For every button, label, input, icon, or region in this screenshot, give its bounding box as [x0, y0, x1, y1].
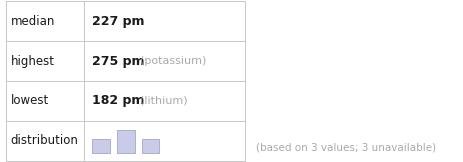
Text: 227 pm: 227 pm — [92, 15, 144, 28]
Text: 182 pm: 182 pm — [92, 94, 144, 107]
Bar — [142, 139, 159, 153]
Text: distribution: distribution — [11, 134, 79, 147]
Text: (based on 3 values; 3 unavailable): (based on 3 values; 3 unavailable) — [256, 143, 436, 153]
Text: lowest: lowest — [11, 94, 49, 107]
Text: (lithium): (lithium) — [140, 96, 188, 106]
Text: (potassium): (potassium) — [140, 56, 206, 66]
Bar — [117, 130, 135, 153]
Text: 275 pm: 275 pm — [92, 55, 144, 68]
Text: median: median — [11, 15, 55, 28]
Bar — [93, 139, 110, 153]
Text: highest: highest — [11, 55, 55, 68]
